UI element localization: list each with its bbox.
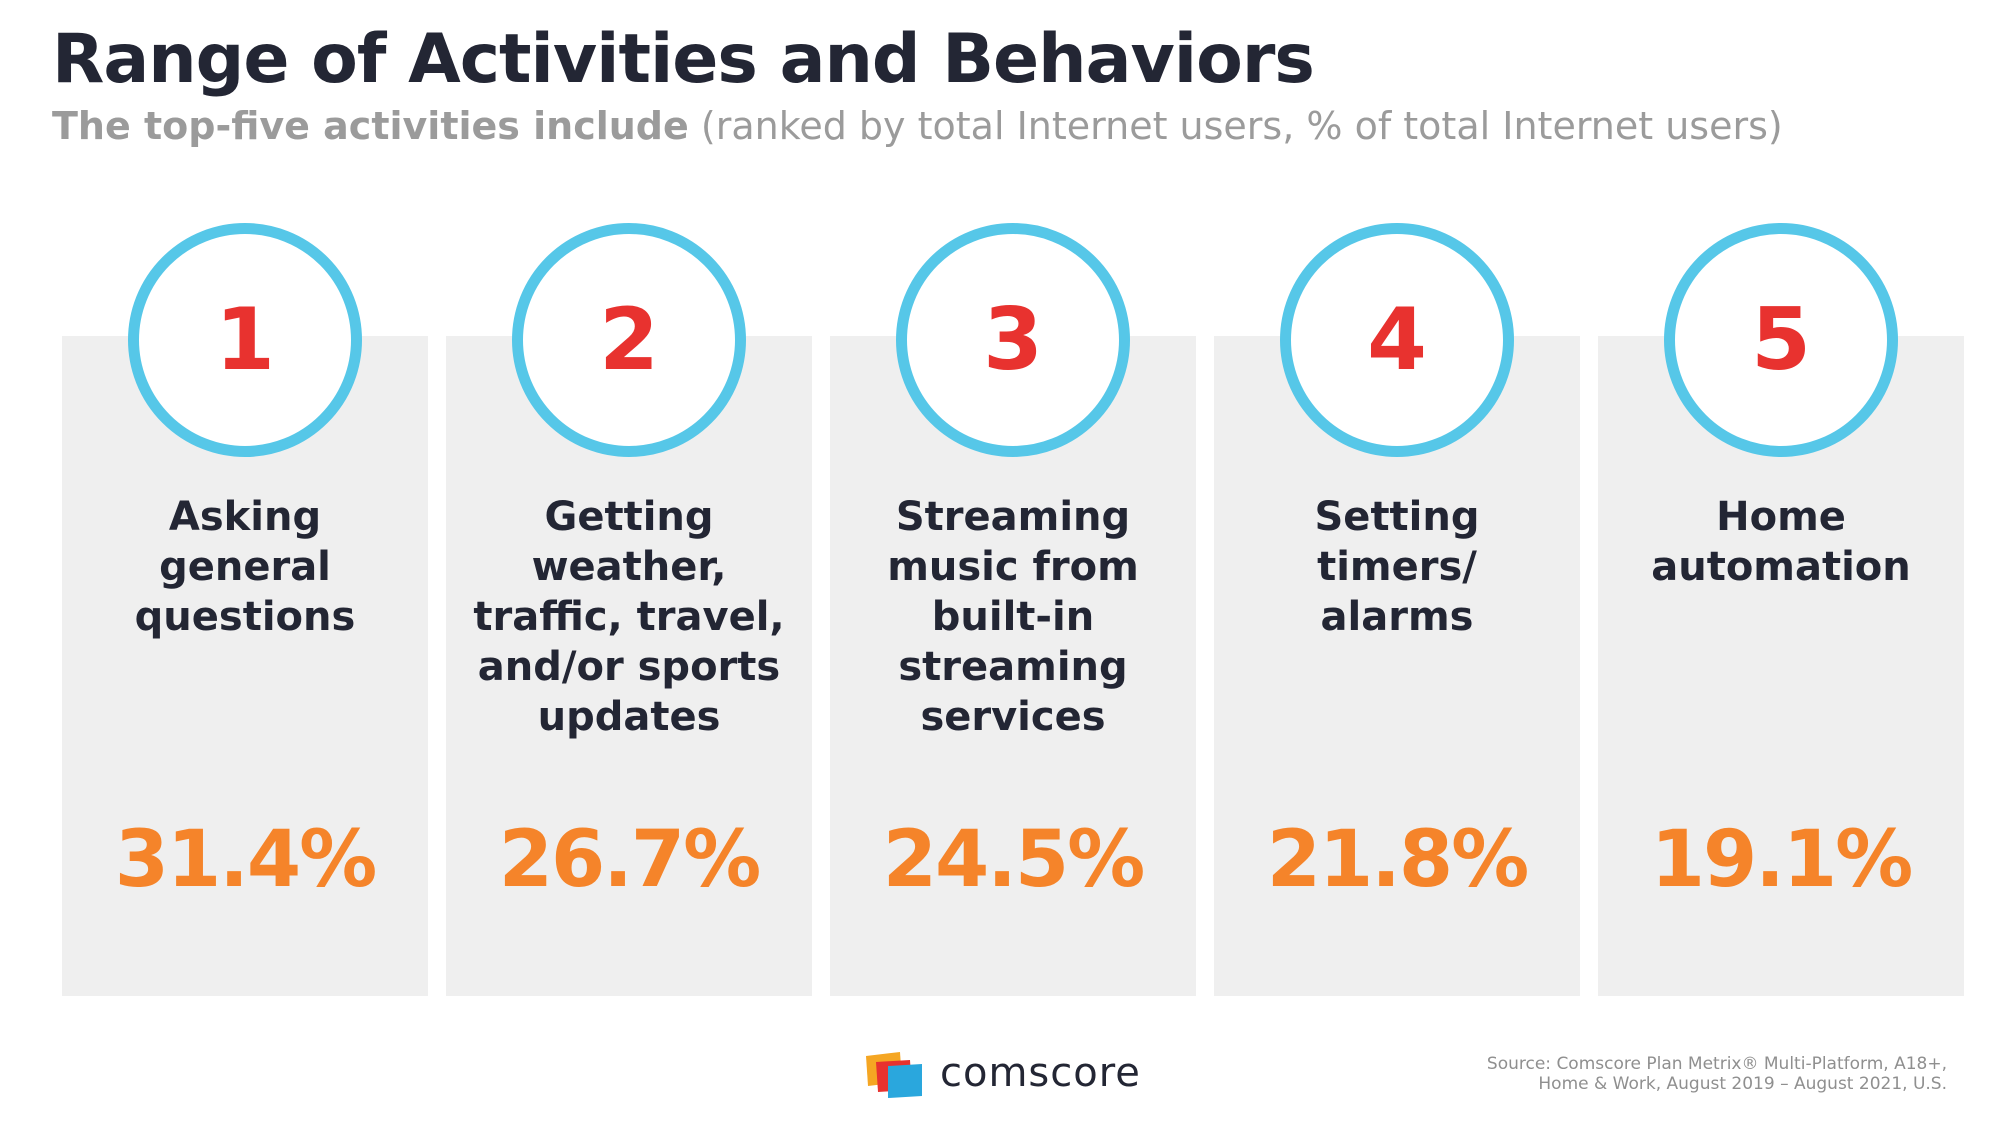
activity-label: Home automation <box>1611 492 1951 592</box>
rank-circle: 1 <box>128 223 362 457</box>
activity-label-line: alarms <box>1320 594 1474 640</box>
activity-label-line: weather, <box>531 544 727 590</box>
activity-label-line: Setting <box>1314 494 1480 540</box>
subtitle-bold: The top-five activities include <box>52 104 689 148</box>
activity-label: Streaming music from built-in streaming serv… <box>843 492 1183 742</box>
source-note: Source: Comscore Plan Metrix® Multi-Plat… <box>1427 1054 1947 1094</box>
activity-label-line: built-in <box>931 594 1095 640</box>
activity-value: 24.5% <box>882 815 1146 905</box>
page-subtitle: The top-five activities include (ranked … <box>52 104 1783 148</box>
source-line-2: Home & Work, August 2019 – August 2021, … <box>1538 1074 1947 1094</box>
activity-label-line: and/or sports <box>477 644 781 690</box>
comscore-logo-icon <box>866 1052 922 1098</box>
activity-label-line: questions <box>134 594 356 640</box>
activity-label: Getting weather, traffic, travel, and/or sp… <box>459 492 799 742</box>
activity-value: 31.4% <box>114 815 378 905</box>
activity-value: 21.8% <box>1266 815 1530 905</box>
source-line-1: Source: Comscore Plan Metrix® Multi-Plat… <box>1486 1054 1947 1074</box>
activity-label: Setting timers/alarms <box>1227 492 1567 642</box>
activity-label-line: automation <box>1651 544 1911 590</box>
activity-label-line: Home <box>1716 494 1846 540</box>
rank-circle: 3 <box>896 223 1130 457</box>
activity-label-line: streaming <box>898 644 1128 690</box>
activity-label-line: Asking <box>168 494 322 540</box>
page-title: Range of Activities and Behaviors <box>52 20 1315 99</box>
rank-circle: 5 <box>1664 223 1898 457</box>
rank-circle: 4 <box>1280 223 1514 457</box>
activity-label: Asking general questions <box>75 492 415 642</box>
activity-label-line: services <box>920 694 1106 740</box>
activity-label-line: general <box>159 544 331 590</box>
rank-circle: 2 <box>512 223 746 457</box>
activity-label-line: timers/ <box>1317 544 1477 590</box>
activity-label-line: updates <box>537 694 721 740</box>
activity-value: 26.7% <box>498 815 762 905</box>
activity-label-line: music from <box>887 544 1139 590</box>
activity-value: 19.1% <box>1650 815 1914 905</box>
subtitle-normal: (ranked by total Internet users, % of to… <box>700 104 1783 148</box>
comscore-brand: comscore <box>940 1050 1141 1096</box>
activity-label-line: traffic, travel, <box>473 594 785 640</box>
activity-label-line: Streaming <box>895 494 1131 540</box>
activity-label-line: Getting <box>544 494 714 540</box>
